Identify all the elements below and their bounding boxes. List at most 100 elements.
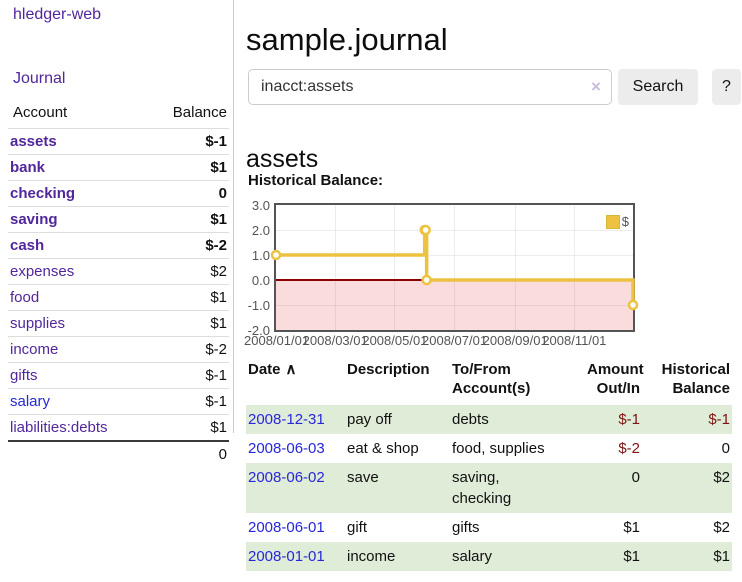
account-link-saving[interactable]: saving bbox=[10, 211, 58, 228]
account-balance: $-1 bbox=[146, 362, 229, 389]
search-input[interactable] bbox=[248, 69, 612, 105]
account-row: checking 0 bbox=[8, 180, 229, 207]
transaction-row[interactable]: 2008-06-03 eat & shop food, supplies $-2… bbox=[246, 434, 732, 463]
account-row: assets $-1 bbox=[8, 128, 229, 155]
account-balance: $1 bbox=[146, 414, 229, 441]
account-link-food[interactable]: food bbox=[10, 289, 40, 306]
data-point-marker bbox=[270, 249, 282, 261]
app-title-link[interactable]: hledger-web bbox=[13, 6, 102, 23]
transaction-row[interactable]: 2008-06-01 gift gifts $1 $2 bbox=[246, 513, 732, 542]
transaction-accounts: salary bbox=[452, 548, 493, 565]
account-row: food $1 bbox=[8, 284, 229, 311]
account-balance: 0 bbox=[146, 180, 229, 207]
transaction-row[interactable]: 2008-06-02 save saving, checking 0 $2 bbox=[246, 463, 732, 513]
transaction-balance: $-1 bbox=[708, 411, 730, 428]
account-link-salary[interactable]: salary bbox=[10, 393, 51, 410]
horizontal-gridline bbox=[276, 255, 633, 256]
account-link-liabilities-debts[interactable]: liabilities:debts bbox=[10, 419, 108, 436]
transaction-date-link[interactable]: 2008-01-01 bbox=[248, 548, 325, 565]
legend-label: $ bbox=[621, 214, 629, 229]
account-balance: $-2 bbox=[146, 232, 229, 259]
vertical-gridline bbox=[454, 205, 455, 330]
account-row: bank $1 bbox=[8, 154, 229, 181]
transaction-amount: $1 bbox=[623, 548, 640, 565]
historical-balance-chart: $ 2008/01/01 2008/03/01 2008/05/01 2008/07/… bbox=[236, 198, 742, 353]
balance-series bbox=[270, 224, 639, 311]
chart-plot-area: $ bbox=[270, 203, 639, 332]
y-tick-label: 1.0 bbox=[251, 248, 270, 263]
account-heading: assets bbox=[246, 144, 319, 173]
transaction-description: pay off bbox=[347, 411, 392, 428]
legend-swatch bbox=[605, 214, 620, 229]
chart-title: Historical Balance: bbox=[248, 172, 384, 189]
col-header-description[interactable]: Description bbox=[347, 361, 430, 378]
x-tick-label: 2008/05/01 bbox=[362, 333, 428, 348]
vertical-gridline bbox=[334, 205, 336, 330]
transaction-amount: $-2 bbox=[618, 440, 640, 457]
y-tick-label: -2.0 bbox=[247, 323, 270, 338]
help-button[interactable]: ? bbox=[712, 69, 741, 105]
transaction-description: gift bbox=[347, 519, 368, 536]
transaction-date-link[interactable]: 2008-06-02 bbox=[248, 469, 325, 486]
transaction-accounts: debts bbox=[452, 411, 489, 428]
col-header-amount[interactable]: Amount Out/In bbox=[587, 361, 644, 397]
x-tick-label: 2008/01/01 bbox=[244, 333, 310, 348]
transaction-description: eat & shop bbox=[347, 440, 419, 457]
transaction-accounts: food, supplies bbox=[452, 440, 545, 457]
search-button[interactable]: Search bbox=[618, 69, 698, 105]
transaction-date-link[interactable]: 2008-06-01 bbox=[248, 519, 325, 536]
account-balance: $-1 bbox=[146, 388, 229, 415]
y-tick-label: -1.0 bbox=[247, 298, 270, 313]
data-point-marker bbox=[420, 224, 431, 236]
account-balance: $-1 bbox=[146, 128, 229, 155]
vertical-gridline bbox=[394, 205, 396, 330]
page-title: sample.journal bbox=[246, 21, 448, 57]
transaction-date-link[interactable]: 2008-12-31 bbox=[248, 411, 325, 428]
col-header-balance[interactable]: Historical Balance bbox=[661, 361, 730, 397]
account-balance: $1 bbox=[146, 154, 229, 181]
x-tick-label: 2008/11/01 bbox=[542, 333, 607, 348]
clear-search-icon[interactable]: × bbox=[591, 77, 601, 96]
accounts-table: Account Balance assets $-1 bank $1 check… bbox=[8, 100, 229, 467]
account-link-checking[interactable]: checking bbox=[10, 185, 76, 202]
account-link-bank[interactable]: bank bbox=[10, 159, 46, 176]
x-tick-label: 2008/07/01 bbox=[422, 333, 488, 348]
account-column-header: Account bbox=[13, 104, 68, 121]
transaction-balance: $1 bbox=[713, 548, 730, 565]
account-link-supplies[interactable]: supplies bbox=[10, 315, 66, 332]
account-link-cash[interactable]: cash bbox=[10, 237, 45, 254]
account-row: expenses $2 bbox=[8, 258, 229, 285]
transaction-description: income bbox=[347, 548, 396, 565]
sidebar: hledger-web Journal Account Balance asse… bbox=[0, 0, 234, 467]
account-balance: $1 bbox=[146, 284, 229, 311]
account-balance: $1 bbox=[146, 310, 229, 337]
account-link-gifts[interactable]: gifts bbox=[10, 367, 38, 384]
accounts-total-value: 0 bbox=[146, 440, 229, 467]
transaction-accounts: saving, checking bbox=[452, 469, 512, 507]
col-header-date[interactable]: Date ∧ bbox=[248, 361, 297, 378]
x-tick-label: 2008/09/01 bbox=[482, 333, 548, 348]
y-tick-label: 0.0 bbox=[251, 273, 270, 288]
account-row: cash $-2 bbox=[8, 232, 229, 259]
vertical-gridline bbox=[574, 205, 576, 330]
transaction-amount: $1 bbox=[623, 519, 640, 536]
transaction-description: save bbox=[347, 469, 379, 486]
y-tick-label: 3.0 bbox=[251, 198, 270, 213]
account-link-expenses[interactable]: expenses bbox=[10, 263, 75, 280]
account-row: gifts $-1 bbox=[8, 362, 229, 389]
transaction-balance: $2 bbox=[713, 519, 730, 536]
col-header-accounts[interactable]: To/From Account(s) bbox=[452, 361, 531, 397]
account-link-income[interactable]: income bbox=[10, 341, 59, 358]
register-header-row: Date ∧ Description To/From Account(s) Amo… bbox=[246, 358, 732, 405]
sidebar-item-journal[interactable]: Journal bbox=[13, 70, 66, 87]
transaction-row[interactable]: 2008-01-01 income salary $1 $1 bbox=[246, 542, 732, 571]
x-tick-label: 2008/03/01 bbox=[302, 333, 368, 348]
account-link-assets[interactable]: assets bbox=[10, 133, 57, 150]
transaction-balance: 0 bbox=[721, 440, 730, 457]
transaction-date-link[interactable]: 2008-06-03 bbox=[248, 440, 325, 457]
account-row: saving $1 bbox=[8, 206, 229, 233]
account-row: supplies $1 bbox=[8, 310, 229, 337]
sort-ascending-icon: ∧ bbox=[285, 361, 297, 378]
horizontal-gridline bbox=[276, 305, 633, 306]
transaction-row[interactable]: 2008-12-31 pay off debts $-1 $-1 bbox=[246, 405, 732, 434]
